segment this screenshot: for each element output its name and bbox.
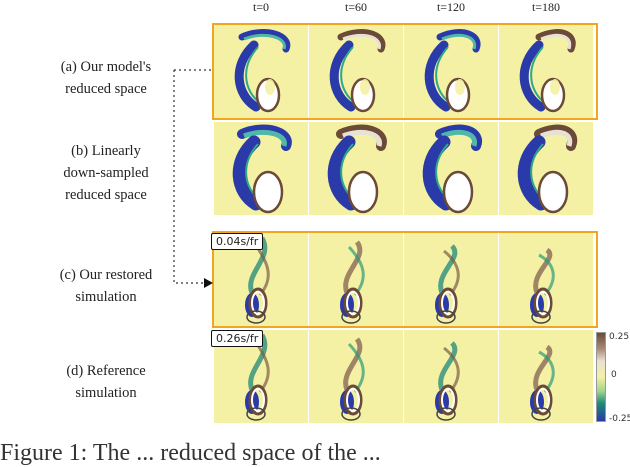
sim-panel xyxy=(214,25,308,118)
sim-panel xyxy=(404,330,498,423)
sim-panel xyxy=(404,122,498,215)
colorbar-mid-label: 0 xyxy=(611,370,617,380)
time-label-2: t=120 xyxy=(436,0,466,14)
row-label-c: (c) Our restored simulation xyxy=(59,267,153,305)
sim-panel xyxy=(214,122,308,215)
sim-panel xyxy=(309,122,403,215)
timing-badge-restored: 0.04s/fr xyxy=(211,233,264,250)
sim-panel xyxy=(404,25,498,118)
sim-panel xyxy=(499,25,593,118)
colorbar xyxy=(596,332,606,422)
highlight-box-c xyxy=(212,231,598,328)
time-label-1: t=60 xyxy=(344,0,368,14)
figure-caption: Figure 1: The ... reduced space of the .… xyxy=(0,440,381,466)
dotted-arrow-connector xyxy=(173,69,214,288)
sim-panel xyxy=(309,330,403,423)
row-label-d: (d) Reference simulation xyxy=(66,363,146,401)
row-label-a: (a) Our model's reduced space xyxy=(60,59,152,97)
sim-panel xyxy=(499,233,593,326)
sim-panel xyxy=(499,122,593,215)
time-label-0: t=0 xyxy=(252,0,270,14)
highlight-box-a xyxy=(212,23,598,120)
colorbar-min-label: -0.25 xyxy=(609,414,630,424)
sim-panel xyxy=(309,233,403,326)
sim-panel xyxy=(404,233,498,326)
sim-panel xyxy=(499,330,593,423)
sim-panel xyxy=(309,25,403,118)
time-label-3: t=180 xyxy=(531,0,561,14)
colorbar-max-label: 0.25 xyxy=(609,332,630,342)
timing-badge-reference: 0.26s/fr xyxy=(211,330,264,347)
row-label-b: (b) Linearly down-sampled reduced space xyxy=(63,143,149,203)
